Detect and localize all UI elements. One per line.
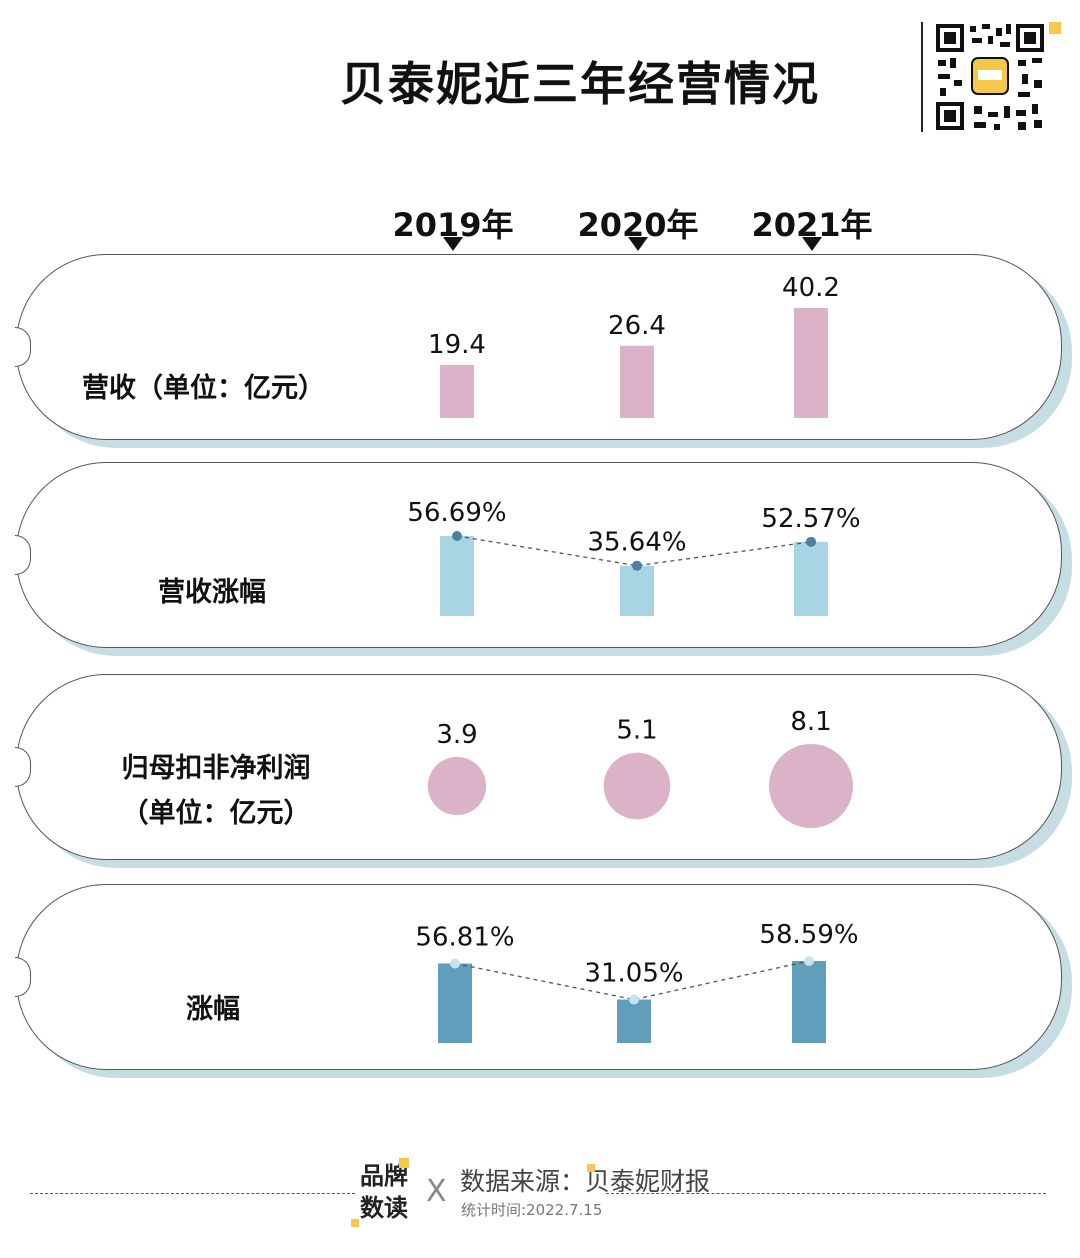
profit-growth-dot-1 [629,994,639,1005]
revenue-growth-dot-2 [806,536,816,547]
source-accent [587,1164,595,1172]
stat-time: 统计时间:2022.7.15 [461,1201,603,1219]
row-label-net-profit: 归母扣非净利润 （单位：亿元） [110,746,322,830]
revenue-bar-2 [794,308,828,418]
qr-accent [1049,22,1061,34]
revenue-growth-value-label-1: 35.64% [587,528,686,558]
revenue-growth-trend-line [456,535,812,567]
revenue-growth-bar-1 [620,565,654,616]
net-profit-bubble-2 [769,744,853,828]
brand-accent [399,1158,409,1168]
page-title: 贝泰妮近三年经营情况 [340,57,820,111]
revenue-bar-0 [440,364,474,418]
profit-growth-value-label-1: 31.05% [584,959,683,989]
revenue-value-label-1: 26.4 [608,311,666,341]
profit-growth-bar-2 [792,961,826,1043]
revenue-growth-value-label-0: 56.69% [407,498,506,528]
profit-growth-value-label-0: 56.81% [415,922,514,952]
revenue-value-label-0: 19.4 [428,330,486,360]
panel-revenue-growth [15,462,1062,648]
panel-profit-growth [15,884,1062,1070]
row-label-revenue: 营收（单位：亿元） [82,373,325,404]
revenue-growth-bar-2 [794,541,828,616]
panel-revenue [15,254,1062,440]
net-profit-value-label-1: 5.1 [616,716,657,746]
revenue-bar-1 [620,345,654,418]
cross-separator: X [426,1174,447,1209]
brand-line2: 数读 [360,1194,408,1222]
net-profit-value-label-2: 8.1 [790,707,831,737]
profit-growth-dot-0 [450,958,460,969]
net-profit-bubble-1 [603,752,671,820]
brand-accent [351,1219,359,1227]
row-label-revenue-growth: 营收涨幅 [158,577,266,608]
year-2021-arrow-icon [802,237,822,251]
year-2019-arrow-icon [443,237,463,251]
profit-growth-value-label-2: 58.59% [759,920,858,950]
row-label-profit-growth: 涨幅 [186,994,240,1025]
profit-growth-bar-1 [617,999,651,1043]
net-profit-value-label-0: 3.9 [436,720,477,750]
revenue-growth-dot-1 [632,560,642,571]
panel-net-profit [15,674,1062,860]
net-profit-bubble-0 [427,756,487,816]
revenue-value-label-2: 40.2 [782,273,840,303]
year-2020-arrow-icon [628,237,648,251]
revenue-growth-dot-0 [452,531,462,541]
profit-growth-dot-2 [804,956,814,966]
brand-logo: 品牌 数读 [360,1160,408,1224]
revenue-growth-bar-0 [440,536,474,616]
data-source: 数据来源：贝泰妮财报 [460,1167,711,1196]
row-label-net-profit-line1: 归母扣非净利润 [121,753,311,784]
row-label-net-profit-line2: （单位：亿元） [121,798,311,829]
footer-dash-left [30,1193,355,1194]
qr-divider [921,22,923,132]
revenue-growth-value-label-2: 52.57% [761,504,860,534]
footer-dash-right [606,1193,1046,1194]
profit-growth-bar-0 [438,963,472,1043]
qr-code-icon [934,22,1046,132]
